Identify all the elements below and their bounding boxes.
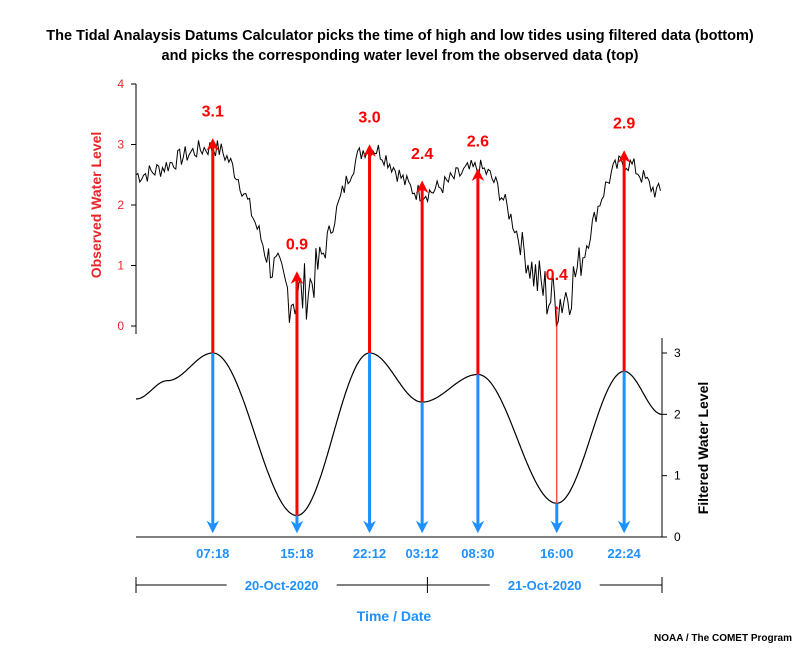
time-tick-label: 03:12 [406, 546, 439, 561]
time-tick-label: 16:00 [540, 546, 573, 561]
observed-y-tick-label: 2 [117, 198, 124, 212]
time-tick-label: 15:18 [280, 546, 313, 561]
date-label: 20-Oct-2020 [245, 578, 319, 593]
observed-value-label: 0.4 [546, 267, 568, 284]
credit: NOAA / The COMET Program [654, 633, 792, 644]
filtered-series-line [135, 352, 662, 517]
filtered-y-tick-label: 2 [674, 407, 681, 421]
x-axis-label: Time / Date [357, 608, 432, 624]
time-tick-label: 22:24 [608, 546, 642, 561]
filtered-y-tick-label: 0 [674, 530, 681, 544]
filtered-y-tick-label: 3 [674, 346, 681, 360]
observed-y-tick-label: 4 [117, 77, 124, 91]
time-tick-label: 08:30 [461, 546, 494, 561]
observed-value-label: 2.4 [411, 146, 433, 163]
observed-y-tick-label: 3 [117, 138, 124, 152]
filtered-y-axis-label: Filtered Water Level [695, 382, 711, 515]
time-tick-label: 07:18 [196, 546, 229, 561]
observed-y-axis-label: Observed Water Level [88, 132, 104, 279]
time-tick-label: 22:12 [353, 546, 386, 561]
observed-value-label: 3.0 [358, 110, 380, 127]
observed-y-tick-label: 1 [117, 259, 124, 273]
chart-title-line-1: The Tidal Analaysis Datums Calculator pi… [46, 28, 754, 44]
observed-value-label: 2.9 [613, 116, 635, 133]
chart-title: The Tidal Analaysis Datums Calculator pi… [0, 26, 800, 66]
date-label: 21-Oct-2020 [508, 578, 582, 593]
observed-value-label: 0.9 [286, 237, 308, 254]
chart-title-line-2: and picks the corresponding water level … [161, 48, 639, 64]
observed-value-label: 2.6 [467, 134, 489, 151]
observed-series-line [135, 140, 661, 327]
observed-value-label: 3.1 [202, 103, 224, 120]
filtered-y-tick-label: 1 [674, 469, 681, 483]
observed-y-tick-label: 0 [117, 319, 124, 333]
